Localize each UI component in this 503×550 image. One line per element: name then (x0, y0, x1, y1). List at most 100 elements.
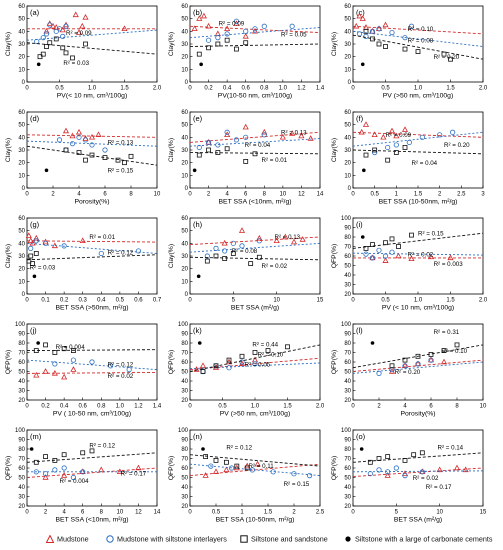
trendline-siltstone-sandstone (26, 349, 158, 352)
data-point-mudstone-interlayers (393, 465, 399, 471)
data-point-siltstone-sandstone (196, 51, 202, 57)
data-point-mudstone (42, 474, 49, 480)
y-axis-label: QFP(%) (168, 456, 175, 481)
y-tick-label: 50 (18, 229, 25, 235)
y-tick-label: 50 (344, 264, 351, 270)
data-point-mudstone-interlayers (34, 38, 40, 45)
data-point-carbonate-siltstone (197, 341, 202, 345)
data-point-siltstone-sandstone (224, 37, 230, 43)
panel-c: 0 0.5 1.0 1.5 2.0 0 10 20 30 40 50 60 PV (>50 nm, cm… (331, 4, 488, 100)
data-point-siltstone-sandstone (203, 454, 209, 460)
x-tick-label: 0.5 (116, 298, 125, 304)
y-tick-label: 70 (181, 457, 188, 463)
data-point-carbonate-siltstone (199, 62, 203, 67)
y-tick-label: 0 (348, 80, 352, 86)
data-point-siltstone-sandstone (370, 242, 375, 248)
y-tick-label: 0 (185, 80, 189, 86)
y-tick-label: 0 (22, 186, 26, 192)
y-tick-label: 40 (18, 485, 25, 491)
x-tick-label: 2.5 (316, 510, 325, 516)
y-tick-label: 50 (181, 476, 188, 482)
y-tick-label: 60 (18, 110, 25, 116)
y-tick-label: 60 (18, 466, 25, 472)
y-tick-label: 50 (181, 17, 188, 23)
data-point-mudstone (436, 466, 443, 473)
y-tick-label: 10 (18, 279, 25, 285)
y-tick-label: 80 (344, 235, 351, 241)
y-tick-label: 30 (18, 389, 25, 395)
trendline-siltstone-sandstone (189, 344, 321, 372)
data-point-mudstone-interlayers (52, 467, 58, 473)
data-point-mudstone (279, 133, 286, 140)
r-squared-label: R² = 0.08 (232, 248, 258, 255)
data-point-mudstone-interlayers (215, 142, 221, 148)
data-point-siltstone-sandstone (243, 40, 249, 46)
data-point-siltstone-sandstone (363, 245, 369, 251)
panel-l: 0 2 4 6 8 10 20 30 40 50 60 70 80 90 100 Porosity(%) QFP… (331, 322, 487, 418)
trendline-siltstone-sandstone (189, 454, 321, 467)
r-squared-label: R² = 0.09 (219, 21, 245, 28)
data-point-mudstone-interlayers (47, 22, 53, 28)
data-point-mudstone (193, 366, 200, 372)
x-tick-label: 1.5 (120, 86, 129, 92)
r-squared-label: R² = 0.04 (245, 142, 271, 149)
x-tick-label: 0.3 (79, 298, 88, 304)
data-point-mudstone-interlayers (60, 33, 66, 40)
r-squared-label: R² = 0.05 (281, 31, 307, 38)
r-squared-label: R² = 0.12 (226, 445, 252, 452)
y-tick-label: 0 (22, 292, 26, 298)
data-point-mudstone (358, 128, 365, 135)
data-point-mudstone (79, 237, 86, 244)
data-point-mudstone (382, 257, 389, 263)
x-tick-label: 1.5 (446, 86, 455, 92)
y-tick-label: 50 (344, 123, 351, 129)
data-point-siltstone-sandstone (243, 158, 249, 164)
panel-label: (a) (30, 8, 40, 17)
r-squared-label: R² = 0.09 (66, 30, 92, 37)
data-point-mudstone (242, 32, 249, 39)
y-tick-label: 70 (181, 351, 188, 357)
y-tick-label: 40 (18, 135, 25, 141)
x-tick-label: 10 (436, 510, 443, 516)
data-point-mudstone-interlayers (63, 23, 69, 29)
data-point-siltstone-sandstone (234, 463, 240, 469)
trendline-mudstone (26, 467, 158, 478)
data-point-siltstone-sandstone (239, 353, 245, 359)
x-tick-label: 2.0 (479, 298, 488, 304)
trendline-siltstone-sandstone (189, 256, 321, 261)
x-tick-label: 0 (351, 298, 355, 304)
triangle-marker-icon (45, 534, 55, 544)
y-tick-label: 100 (341, 322, 352, 328)
y-tick-label: 20 (181, 55, 188, 61)
data-point-mudstone-interlayers (56, 26, 63, 32)
trendline-mudstone (189, 236, 321, 246)
r-squared-label: R² = 0.10 (408, 26, 434, 33)
data-point-mudstone-interlayers (208, 463, 214, 469)
y-tick-label: 60 (181, 110, 188, 116)
panel-label: (h) (193, 220, 203, 229)
plot-frame (26, 111, 158, 189)
x-axis-label: BET SSA (m²/g) (394, 517, 442, 524)
panel-b: 0 0.2 0.4 0.6 0.8 1.0 1.2 1.4 0 10 20 30 40 50 60 PV(10… (168, 4, 325, 100)
data-point-siltstone-sandstone (428, 351, 434, 357)
data-point-mudstone-interlayers (376, 370, 382, 376)
x-tick-label: 0 (25, 86, 29, 92)
data-point-siltstone-sandstone (40, 51, 46, 57)
y-tick-label: 50 (18, 123, 25, 129)
y-tick-label: 50 (18, 476, 25, 482)
x-tick-label: 1.4 (153, 404, 162, 410)
y-tick-label: 40 (344, 379, 351, 385)
data-point-siltstone-sandstone (83, 157, 88, 163)
r-squared-label: R² = 0.20 (434, 54, 460, 61)
y-axis-label: QFP(%) (5, 350, 12, 375)
legend-label-mudstone-interlayers: Mudstone with siltstone interlayers (117, 534, 227, 544)
data-point-mudstone-interlayers (69, 141, 76, 147)
x-axis-label: BET SSA (10-50nm, m²/g) (216, 517, 295, 524)
data-point-carbonate-siltstone (359, 447, 364, 451)
r-squared-label: R² = 0.13 (275, 234, 301, 241)
x-tick-label: 0.1 (41, 298, 50, 304)
y-tick-label: 60 (344, 466, 351, 472)
data-point-mudstone-interlayers (205, 139, 212, 145)
r-squared-label: R² = 0.03 (63, 60, 89, 67)
data-point-siltstone-sandstone (222, 256, 228, 261)
